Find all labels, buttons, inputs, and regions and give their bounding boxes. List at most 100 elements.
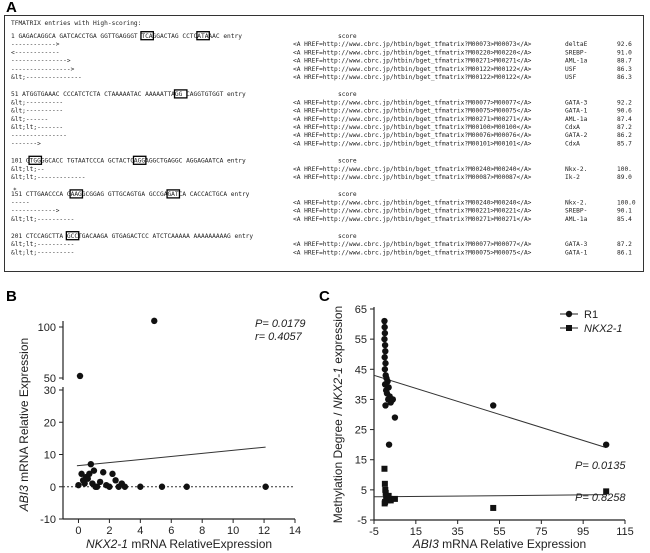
sequence-line: &lt;------: [11, 116, 48, 123]
tfmatrix-link: <A HREF=http://www.cbrc.jp/htbin/bget_tf…: [293, 208, 532, 215]
factor-name: AML-1a: [565, 116, 588, 123]
factor-name: Nkx-2.: [565, 166, 587, 173]
sequence-line: &lt;lt;----------: [11, 241, 74, 248]
data-point: [112, 477, 119, 484]
factor-score: 90.6: [617, 108, 632, 115]
r-value-label: r= 0.4057: [255, 331, 303, 343]
legend-circle-marker: [565, 310, 573, 318]
panel-letter-b: B: [6, 288, 17, 305]
nkx2-1-data-point: [381, 500, 388, 507]
sequence-line: <------------: [11, 49, 59, 56]
regression-line-circle: [373, 374, 607, 449]
factor-name: SREBP-: [565, 208, 587, 215]
sequence-line: -----: [11, 199, 30, 206]
sequence-line: ------------>: [11, 41, 60, 48]
x-axis-label: ABI3 mRNA Relative Expression: [412, 537, 586, 551]
nkx2-1-data-point: [387, 497, 394, 504]
binding-site-box: [173, 89, 188, 99]
y-axis-label: Methylation Degree / NKX2-1 expression: [331, 306, 345, 523]
factor-name: Ik-2: [565, 174, 580, 181]
factor-score: 86.2: [617, 132, 632, 139]
r1-data-point: [381, 366, 389, 373]
factor-name: SREBP-: [565, 49, 587, 56]
score-column-label: score: [338, 191, 357, 198]
data-point: [86, 470, 93, 478]
y-tick-label: 5: [361, 485, 367, 497]
sequence-line: &lt;lt;----------: [11, 216, 74, 223]
nkx2-1-data-point: [382, 489, 389, 496]
y-axis-label-rest: mRNA Relative Expression: [17, 338, 31, 485]
r1-data-point: [381, 354, 388, 361]
sequence-line: 51 ATGGTGAAAC CCCATCTCTA CTAAAAATAC AAAA…: [11, 91, 246, 98]
sequence-line: 151 CTTGAACCCA GAAGGCGGAG GTTGCAGTGA GCC…: [11, 191, 250, 198]
tfmatrix-link: <A HREF=http://www.cbrc.jp/htbin/bget_tf…: [293, 124, 532, 131]
y-tick-label: 55: [355, 334, 367, 346]
nkx2-1-data-point: [490, 504, 497, 511]
binding-site-box: [69, 189, 84, 199]
factor-score: 89.0: [617, 174, 632, 181]
chart-c-scatter: -5 5 15 25 35 45 55 65 -5 15 35 55 75 95 115 R1 NKX2-1 P=…: [331, 304, 634, 551]
data-point: [137, 483, 144, 490]
data-point: [183, 483, 190, 490]
factor-score: 100.0: [617, 199, 636, 206]
sequence-line: &lt;lt;-------: [11, 124, 63, 131]
score-column-label: score: [338, 158, 357, 165]
factor-score: 92.2: [617, 99, 632, 106]
nkx2-1-data-point: [381, 480, 388, 487]
x-tick-label: 10: [227, 525, 239, 537]
nkx2-1-data-point: [391, 495, 398, 502]
x-tick-label: 75: [535, 526, 547, 538]
legend-label: R1: [584, 309, 598, 321]
y-tick-label: 25: [355, 425, 367, 437]
factor-score: 86.1: [617, 249, 632, 256]
tfmatrix-link: <A HREF=http://www.cbrc.jp/htbin/bget_tf…: [293, 241, 532, 248]
y-axis-label: ABI3 mRNA Relative Expression: [17, 338, 31, 512]
tfmatrix-link: <A HREF=http://www.cbrc.jp/htbin/bget_tf…: [293, 99, 532, 106]
sequence-listing: TFMATRIX entries with High-scoring: 1 GAG…: [11, 20, 636, 256]
tfmatrix-link: <A HREF=http://www.cbrc.jp/htbin/bget_tf…: [293, 132, 532, 139]
y-tick-label: -10: [40, 514, 56, 526]
r1-data-point: [382, 360, 389, 367]
sequence-line: ---------------: [11, 132, 67, 139]
data-point: [100, 469, 107, 476]
tfmatrix-link: <A HREF=http://www.cbrc.jp/htbin/bget_tf…: [293, 166, 532, 173]
panel-letter-c: C: [319, 288, 330, 305]
data-point: [84, 475, 91, 482]
x-tick-label: 55: [493, 526, 505, 538]
sequence-line: ------->: [11, 140, 41, 147]
r1-data-point: [381, 323, 388, 331]
factor-name: GATA-2: [565, 132, 588, 139]
r1-data-point: [391, 414, 399, 421]
tfmatrix-header: TFMATRIX entries with High-scoring:: [11, 20, 141, 27]
x-tick-label: 4: [137, 525, 143, 537]
factor-score: 86.3: [617, 74, 632, 81]
asterisk-marker: *: [13, 187, 17, 194]
data-point: [75, 481, 82, 489]
y-tick-label: 15: [355, 455, 367, 467]
r1-data-point: [381, 341, 389, 349]
y-axis-label-gene: ABI3: [17, 485, 31, 512]
sequence-line: &lt;lt;----------: [11, 249, 74, 256]
factor-score: 85.4: [617, 216, 632, 223]
y-tick-label: 35: [355, 394, 367, 406]
sequence-line: &lt;---------------: [11, 74, 82, 81]
factor-name: GATA-3: [565, 99, 588, 106]
sequence-line: &lt;lt;-------------: [11, 174, 86, 181]
x-tick-label: 2: [106, 525, 112, 537]
factor-name: CdxA: [565, 140, 580, 147]
r1-data-point: [381, 335, 388, 343]
factor-name: Nkx-2.: [565, 199, 587, 206]
factor-score: 87.2: [617, 241, 632, 248]
data-point: [151, 317, 158, 325]
binding-site-box: [65, 231, 80, 241]
factor-score: 91.0: [617, 49, 632, 56]
score-column-label: score: [338, 33, 357, 40]
regression-line-square: [373, 494, 607, 498]
nkx2-1-data-point: [382, 486, 389, 493]
data-point: [93, 483, 101, 490]
sequence-line: 1 GAGACAGGCA GATCACCTGA GGTTGAGGGT TCAGG…: [11, 33, 242, 40]
tfmatrix-link: <A HREF=http://www.cbrc.jp/htbin/bget_tf…: [293, 116, 532, 123]
tfmatrix-link: <A HREF=http://www.cbrc.jp/htbin/bget_tf…: [293, 74, 532, 81]
sequence-line: --------------->: [11, 58, 71, 65]
